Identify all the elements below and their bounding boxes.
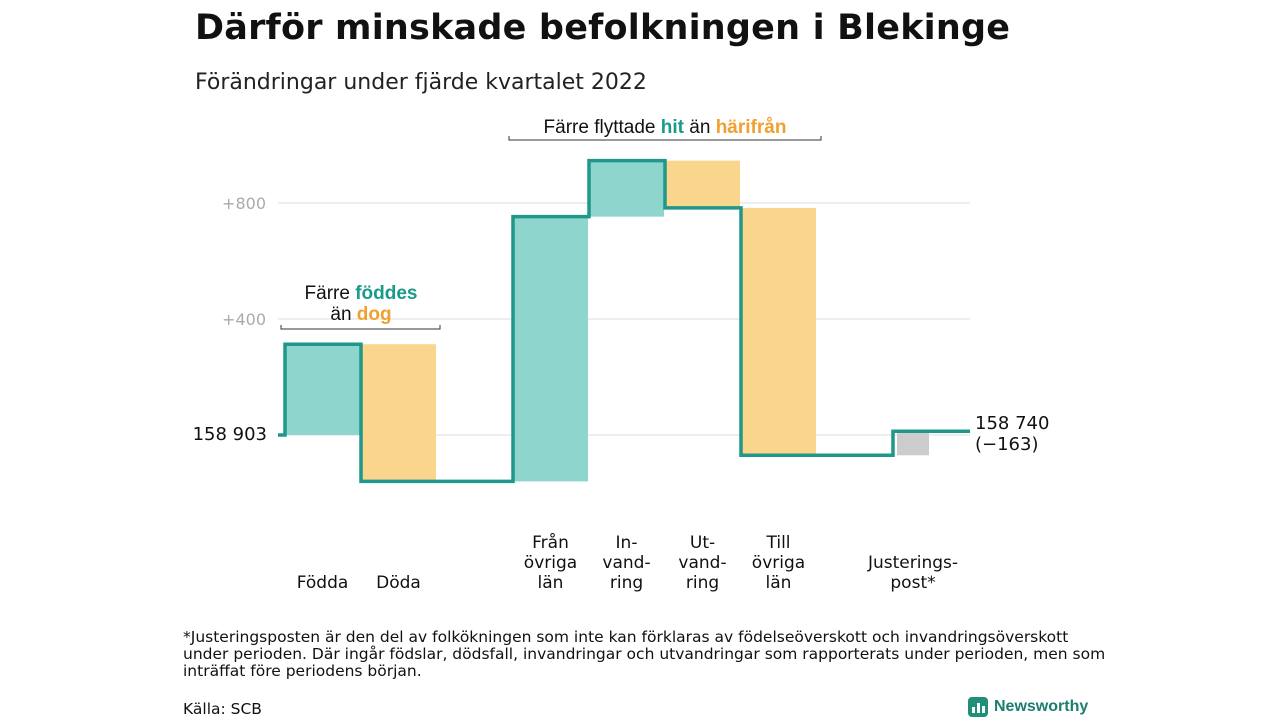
category-label: Döda [376, 573, 421, 593]
source-label: Källa: SCB [183, 700, 262, 718]
category-label: län [766, 573, 792, 593]
bar-inflow [513, 216, 588, 482]
bar-inflow [285, 344, 360, 435]
category-label: Justerings- [867, 553, 958, 573]
category-label: ring [610, 573, 643, 593]
start-value-label: 158 903 [193, 424, 267, 445]
bar-adjustment [897, 431, 929, 456]
y-tick-label: +400 [222, 310, 266, 329]
annotation-prefix: Färre [305, 283, 356, 304]
annotation-middle: än [330, 304, 356, 325]
annotation-highlight-inflow: föddes [355, 283, 417, 304]
category-label: Från [532, 532, 569, 553]
annotation-text: Färre föddes [305, 283, 418, 304]
category-label: Födda [297, 573, 349, 593]
annotation-highlight-outflow: dog [357, 304, 392, 325]
chart-title: Därför minskade befolkningen i Blekinge [195, 8, 1011, 48]
annotation-highlight-inflow: hit [661, 117, 685, 138]
bar-chart-icon [968, 697, 988, 717]
category-label: övriga [752, 553, 805, 573]
category-label: Till [765, 533, 790, 553]
annotation-bracket [508, 136, 822, 141]
category-label: post* [890, 573, 935, 593]
category-label: Ut- [690, 533, 715, 553]
footnote: *Justeringsposten är den del av folkökni… [183, 628, 1106, 680]
category-label: län [538, 573, 564, 593]
category-label: ring [686, 573, 719, 593]
y-tick-label: +800 [222, 194, 266, 213]
population-step-line [278, 158, 970, 484]
brand-name: Newsworthy [994, 698, 1089, 715]
bar-inflow [589, 160, 664, 217]
annotation-middle: än [684, 117, 716, 138]
annotation-highlight-outflow: härifrån [716, 117, 787, 138]
chart-subtitle: Förändringar under fjärde kvartalet 2022 [195, 70, 647, 95]
end-value-label: 158 740 [975, 413, 1049, 434]
category-label: övriga [524, 553, 577, 573]
bar-outflow [361, 344, 436, 482]
annotation-text: Färre flyttade hit än härifrån [544, 117, 787, 138]
brand-logo: Newsworthy [968, 697, 1088, 717]
annotation-text-line2: än dog [330, 304, 391, 325]
bar-outflow [665, 160, 740, 208]
category-label: vand- [602, 553, 650, 573]
annotation-prefix: Färre flyttade [544, 117, 661, 138]
category-label: vand- [678, 553, 726, 573]
end-change-label: (−163) [975, 434, 1038, 455]
bar-outflow [741, 207, 816, 456]
category-label: In- [616, 533, 638, 553]
annotation-bracket [280, 325, 441, 330]
